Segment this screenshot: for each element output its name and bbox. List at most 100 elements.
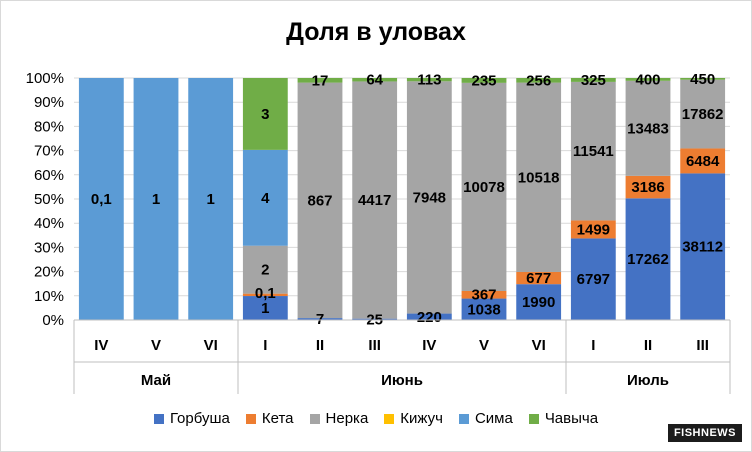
bar-segment (406, 313, 452, 320)
data-label: 17862 (682, 106, 724, 123)
bar-segment (625, 198, 671, 320)
data-label: 1 (261, 300, 269, 317)
bar-segment (352, 318, 398, 320)
data-label: 1 (206, 191, 214, 208)
bar-segment (516, 271, 562, 285)
legend-item: Чавыча (528, 410, 598, 427)
data-label: 10518 (518, 169, 560, 186)
bar-segment (570, 238, 616, 320)
data-label: 450 (690, 71, 715, 88)
legend-swatch (309, 413, 320, 424)
y-tick-label: 60% (34, 167, 64, 184)
legend-label: Кета (261, 410, 294, 427)
x-tick-label: V (151, 337, 161, 354)
bar-segment (625, 80, 671, 176)
bar-segment (406, 81, 452, 314)
data-label: 113 (417, 72, 441, 89)
bar-segment (133, 78, 179, 320)
x-tick-label: IV (422, 337, 436, 354)
data-label: 13483 (627, 120, 669, 137)
y-tick-label: 0% (42, 312, 64, 329)
legend-label: Сима (474, 410, 513, 427)
y-tick-label: 70% (34, 143, 64, 160)
bar-segment (680, 78, 726, 80)
bar-segment (516, 78, 562, 83)
data-label: 400 (635, 71, 660, 88)
group-label: Май (141, 372, 171, 389)
bar-segment (352, 81, 398, 319)
bar-segment (680, 148, 726, 174)
bar-segment (570, 220, 616, 239)
bar-segment (188, 78, 234, 320)
legend-swatch (245, 413, 256, 424)
bar-segment (242, 293, 288, 297)
data-label: 1499 (577, 221, 610, 238)
data-label: 10078 (463, 179, 505, 196)
bar-segment (461, 298, 507, 320)
data-label: 1 (152, 191, 160, 208)
bar-segment (625, 175, 671, 199)
data-label: 677 (526, 270, 551, 287)
legend-item: Кета (245, 410, 294, 427)
data-label: 7948 (413, 189, 446, 206)
data-label: 3186 (631, 179, 664, 196)
bar-segment (461, 82, 507, 291)
data-label: 367 (471, 286, 496, 303)
x-tick-label: II (644, 337, 652, 354)
y-tick-label: 10% (34, 288, 64, 305)
legend-item: Кижуч (384, 410, 443, 427)
data-label: 235 (471, 72, 496, 89)
bar-segment (570, 81, 616, 221)
bar-segment (297, 82, 343, 319)
legend-swatch (458, 413, 469, 424)
bar-segment (242, 149, 288, 246)
y-tick-label: 100% (26, 70, 64, 87)
x-tick-label: V (479, 337, 489, 354)
chart-legend: Горбуша Кета Нерка Кижуч Сима Чавыча (0, 410, 752, 427)
data-label: 1990 (522, 294, 555, 311)
data-label: 0,1 (91, 191, 112, 208)
legend-label: Нерка (325, 410, 369, 427)
legend-item: Горбуша (153, 410, 230, 427)
legend-swatch (384, 413, 395, 424)
legend-label: Кижуч (400, 410, 443, 427)
bar-segment (516, 284, 562, 320)
bar-segment (680, 79, 726, 149)
y-tick-label: 30% (34, 239, 64, 256)
bar-segment (297, 78, 343, 83)
data-label: 38112 (682, 239, 723, 256)
bar-segment (242, 296, 288, 320)
bar-segment (78, 78, 124, 320)
x-tick-label: IV (94, 337, 108, 354)
data-label: 256 (526, 72, 551, 89)
data-label: 4 (261, 190, 270, 207)
legend-item: Сима (458, 410, 513, 427)
y-tick-label: 50% (34, 191, 64, 208)
bar-segment (461, 78, 507, 83)
data-label: 64 (366, 72, 383, 89)
data-label: 4417 (358, 192, 391, 209)
legend-item: Нерка (309, 410, 369, 427)
data-label: 0,1 (255, 285, 276, 302)
data-label: 220 (417, 309, 442, 326)
y-tick-label: 90% (34, 94, 64, 111)
fishnews-watermark: FISHNEWS (667, 424, 742, 442)
data-label: 325 (581, 72, 606, 89)
bar-segment (570, 78, 616, 82)
group-label: Июль (627, 372, 669, 389)
chart-title: Доля в уловах (286, 18, 466, 46)
y-tick-label: 20% (34, 264, 64, 281)
data-label: 11541 (573, 143, 614, 160)
bar-segment (297, 318, 343, 320)
bar-segment (242, 245, 288, 294)
legend-label: Горбуша (169, 410, 230, 427)
data-label: 6797 (577, 271, 610, 288)
group-label: Июнь (381, 372, 423, 389)
bar-segment (625, 78, 671, 81)
data-label: 17262 (627, 251, 669, 268)
bar-segment (680, 173, 726, 320)
bar-segment (461, 290, 507, 299)
data-label: 17 (312, 72, 329, 89)
data-label: 1038 (467, 301, 500, 318)
